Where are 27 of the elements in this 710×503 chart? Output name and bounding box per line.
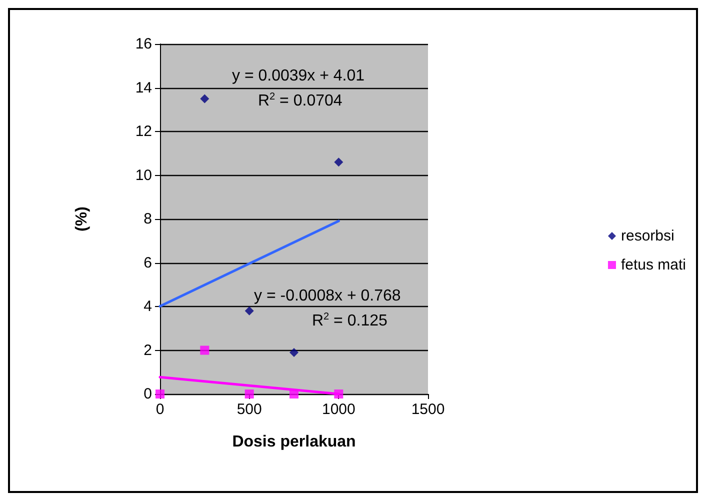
y-tick-label: 14 <box>135 79 152 96</box>
point <box>334 158 344 167</box>
y-tick-label: 4 <box>144 298 152 315</box>
x-tick-label: 1500 <box>411 401 445 418</box>
point <box>244 306 254 316</box>
x-tick-label: 0 <box>156 401 164 418</box>
legend-label: fetus mati <box>620 256 686 274</box>
y-tick-label: 2 <box>144 342 152 359</box>
point <box>290 390 298 398</box>
point <box>200 346 210 355</box>
y-tick-label: 6 <box>144 254 152 272</box>
point <box>244 390 254 398</box>
y-tick-label: 0 <box>144 386 152 402</box>
x-axis-title: Dosis perlakuan <box>232 434 356 450</box>
point <box>200 94 210 104</box>
x-tick-label: 1000 <box>322 401 356 418</box>
annotation: y = 0.0039x + 4.01 <box>232 68 365 84</box>
point <box>290 348 298 357</box>
legend-label: resorbsi <box>620 228 674 244</box>
y-tick-label: 16 <box>135 36 152 52</box>
annotation: y = -0.0008x + 0.768 <box>254 288 401 304</box>
y-axis-title: (%) <box>74 206 90 232</box>
y-tick-label: 8 <box>144 210 152 228</box>
point <box>334 390 344 398</box>
y-tick-label: 10 <box>135 166 152 184</box>
x-tick-label: 500 <box>236 401 262 418</box>
y-tick-label: 12 <box>135 123 152 140</box>
